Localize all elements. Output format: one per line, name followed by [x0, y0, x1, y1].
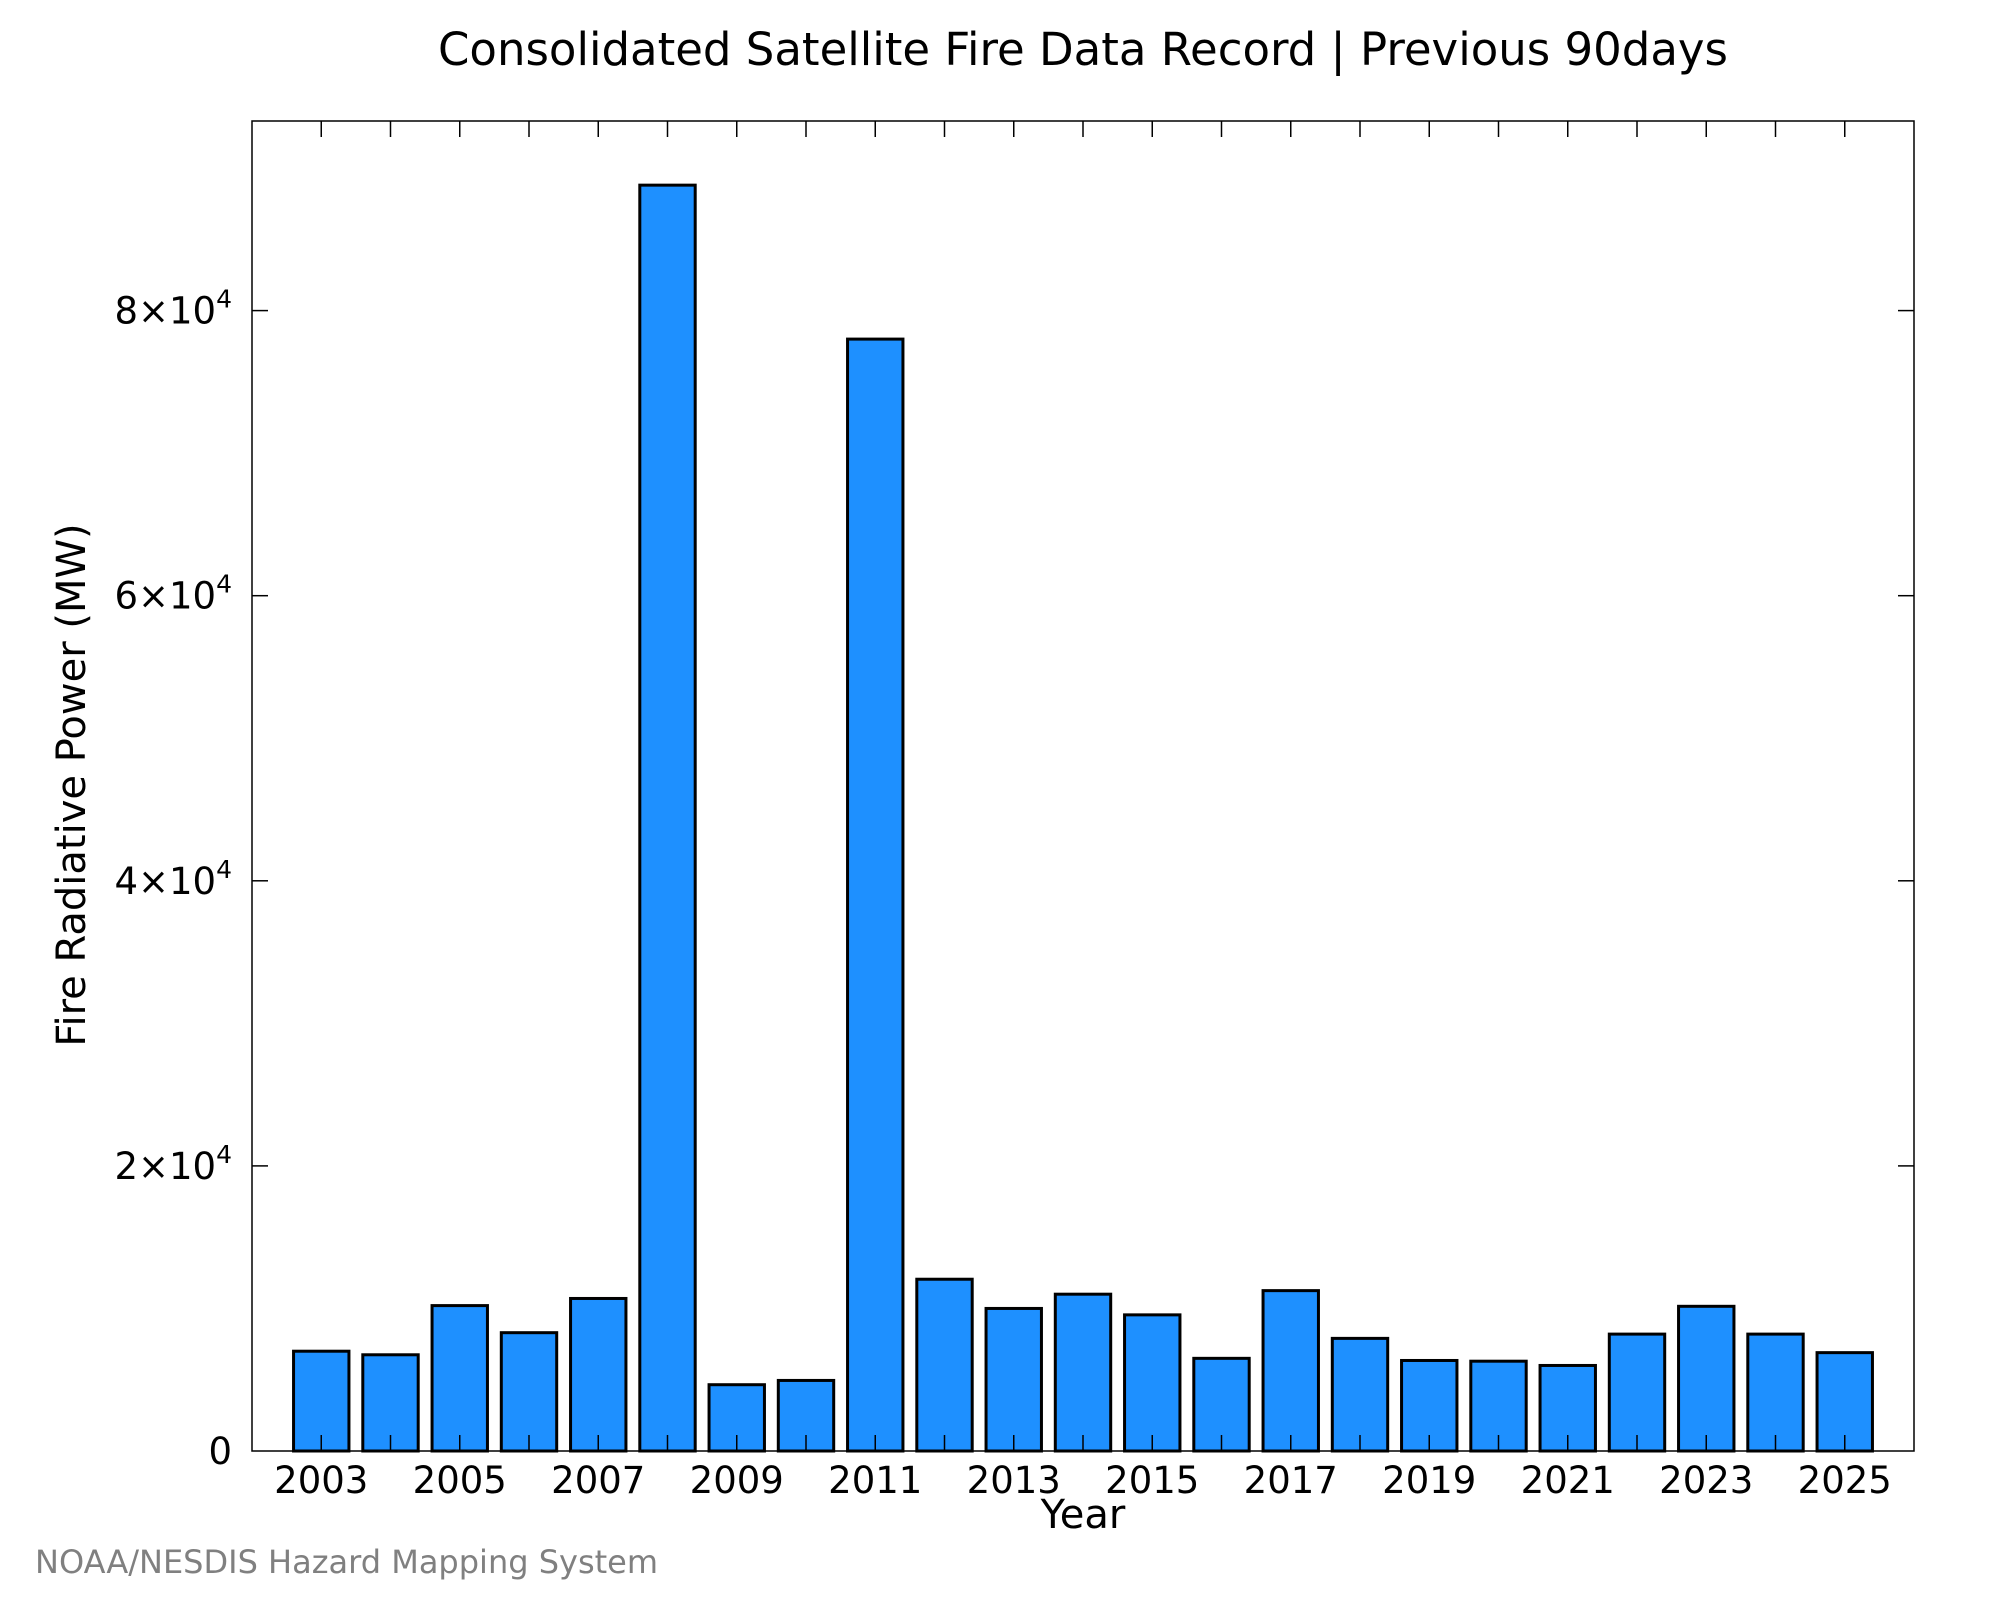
- bar-2015: [1123, 1313, 1182, 1453]
- y-tick-label-0: 0: [208, 1430, 232, 1473]
- bars-group: [292, 183, 1874, 1453]
- y-axis-label: Fire Radiative Power (MW): [49, 523, 95, 1046]
- x-tick-label-2025: 2025: [1798, 1459, 1892, 1502]
- y-tick-label-1: 2×104: [114, 1140, 232, 1188]
- bar-2005: [430, 1304, 489, 1453]
- x-tick-label-2005: 2005: [413, 1459, 507, 1502]
- x-axis-label: Year: [1040, 1492, 1126, 1538]
- bar-2018: [1330, 1336, 1390, 1453]
- x-tick-label-2023: 2023: [1659, 1459, 1753, 1502]
- bar-2017: [1261, 1289, 1320, 1453]
- x-tick-label-2009: 2009: [690, 1459, 784, 1502]
- x-tick-label-2021: 2021: [1521, 1459, 1615, 1502]
- ticks-group: 0 2×104 4×104 6×104 8×104 2003 2005 2007 2009 201…: [114, 121, 1914, 1502]
- bar-2014: [1053, 1292, 1113, 1453]
- chart-title: Consolidated Satellite Fire Data Record …: [438, 23, 1728, 76]
- bar-2025: [1815, 1351, 1874, 1453]
- bar-2024: [1746, 1332, 1805, 1453]
- x-tick-label-2007: 2007: [551, 1459, 645, 1502]
- bar-2023: [1677, 1304, 1736, 1453]
- x-tick-label-2003: 2003: [274, 1459, 368, 1502]
- bar-2007: [569, 1296, 628, 1453]
- x-tick-label-2015: 2015: [1105, 1459, 1199, 1502]
- bar-2012: [915, 1277, 974, 1453]
- x-tick-label-2017: 2017: [1244, 1459, 1338, 1502]
- y-tick-label-3: 6×104: [114, 570, 232, 618]
- source-credit: NOAA/NESDIS Hazard Mapping System: [35, 1543, 658, 1581]
- bar-2013: [984, 1306, 1043, 1453]
- x-tick-label-2013: 2013: [967, 1459, 1061, 1502]
- plot-frame: [251, 120, 1915, 1452]
- bar-2022: [1607, 1332, 1667, 1453]
- bar-2011: [846, 337, 905, 1453]
- x-tick-label-2019: 2019: [1382, 1459, 1476, 1502]
- x-tick-label-2011: 2011: [828, 1459, 922, 1502]
- y-tick-label-2: 4×104: [114, 855, 232, 903]
- bar-2008: [638, 183, 697, 1453]
- bar-2004: [361, 1353, 420, 1453]
- bar-2006: [499, 1331, 559, 1453]
- y-tick-label-4: 8×104: [114, 285, 232, 333]
